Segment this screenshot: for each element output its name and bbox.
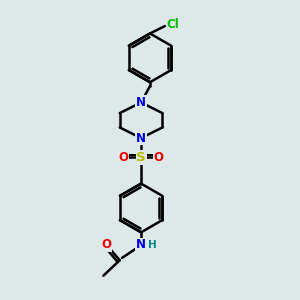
Text: S: S [136,151,146,164]
Text: O: O [153,151,163,164]
Text: N: N [136,132,146,145]
Text: O: O [119,151,129,164]
Text: Cl: Cl [167,18,180,31]
Text: H: H [148,240,157,250]
Text: N: N [136,96,146,109]
Text: N: N [136,238,146,251]
Text: O: O [101,238,111,251]
